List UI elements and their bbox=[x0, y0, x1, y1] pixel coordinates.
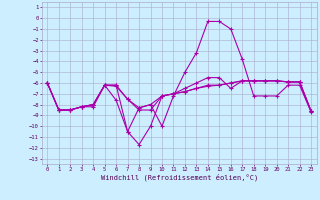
X-axis label: Windchill (Refroidissement éolien,°C): Windchill (Refroidissement éolien,°C) bbox=[100, 173, 258, 181]
